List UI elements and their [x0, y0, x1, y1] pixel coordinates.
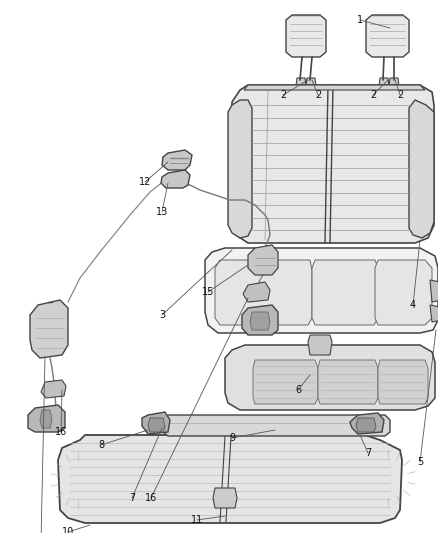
Polygon shape: [148, 418, 165, 432]
Text: 2: 2: [370, 90, 376, 100]
Polygon shape: [213, 488, 237, 508]
Text: 8: 8: [98, 440, 104, 450]
Polygon shape: [379, 78, 389, 86]
Polygon shape: [41, 380, 66, 398]
Polygon shape: [228, 100, 252, 238]
Polygon shape: [430, 305, 438, 322]
Polygon shape: [248, 245, 278, 275]
Text: 16: 16: [145, 493, 157, 503]
Polygon shape: [243, 282, 270, 302]
Polygon shape: [244, 85, 425, 90]
Polygon shape: [378, 360, 428, 404]
Polygon shape: [205, 248, 438, 333]
Polygon shape: [296, 78, 306, 86]
Polygon shape: [409, 100, 434, 238]
Text: 2: 2: [280, 90, 286, 100]
Polygon shape: [253, 360, 318, 404]
Polygon shape: [242, 305, 278, 335]
Polygon shape: [225, 345, 435, 410]
Text: 9: 9: [229, 433, 235, 443]
Polygon shape: [30, 300, 68, 358]
Polygon shape: [142, 412, 170, 434]
Text: 4: 4: [410, 300, 416, 310]
Polygon shape: [163, 415, 390, 436]
Text: 13: 13: [156, 207, 168, 217]
Polygon shape: [375, 260, 432, 325]
Polygon shape: [366, 15, 409, 57]
Polygon shape: [250, 312, 270, 330]
Text: 10: 10: [62, 527, 74, 533]
Text: 15: 15: [202, 287, 214, 297]
Polygon shape: [40, 410, 52, 428]
Text: 12: 12: [139, 177, 151, 187]
Text: 6: 6: [295, 385, 301, 395]
Text: 16: 16: [55, 427, 67, 437]
Text: 2: 2: [397, 90, 403, 100]
Text: 3: 3: [159, 310, 165, 320]
Text: 1: 1: [357, 15, 363, 25]
Polygon shape: [318, 360, 378, 404]
Text: 2: 2: [315, 90, 321, 100]
Polygon shape: [308, 335, 332, 355]
Polygon shape: [356, 418, 376, 432]
Polygon shape: [28, 405, 65, 432]
Polygon shape: [162, 150, 192, 170]
Polygon shape: [286, 15, 326, 57]
Polygon shape: [215, 260, 312, 325]
Text: 5: 5: [417, 457, 423, 467]
Polygon shape: [350, 413, 384, 434]
Polygon shape: [430, 280, 438, 302]
Polygon shape: [161, 170, 190, 188]
Polygon shape: [232, 85, 434, 243]
Text: 11: 11: [191, 515, 203, 525]
Polygon shape: [389, 78, 399, 86]
Polygon shape: [312, 260, 378, 325]
Polygon shape: [306, 78, 316, 86]
Polygon shape: [58, 435, 402, 523]
Text: 7: 7: [365, 448, 371, 458]
Text: 7: 7: [129, 493, 135, 503]
